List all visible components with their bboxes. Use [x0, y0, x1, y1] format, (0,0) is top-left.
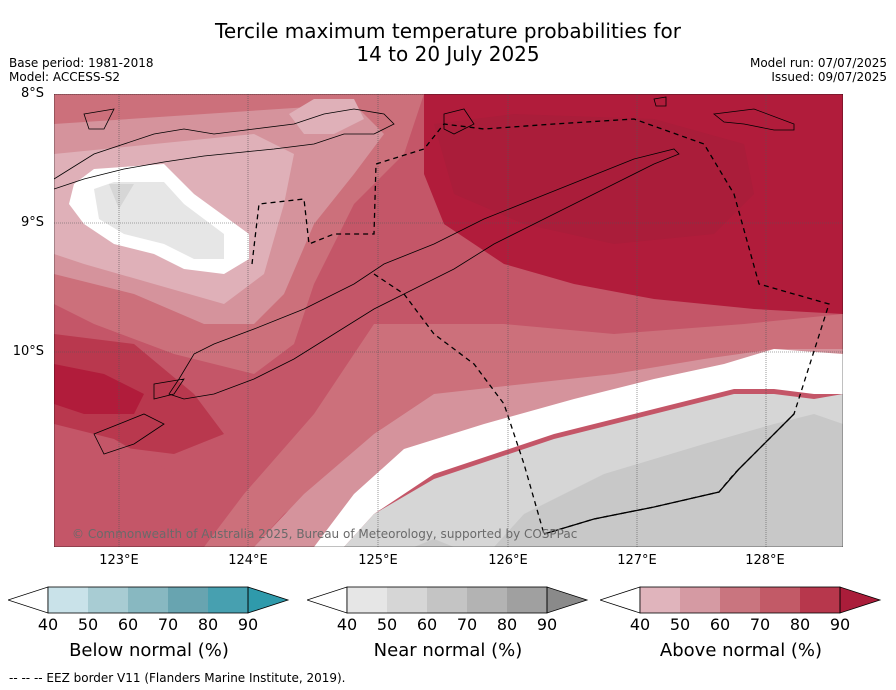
- copyright-notice: © Commonwealth of Australia 2025, Bureau…: [72, 527, 578, 541]
- near-tick: 70: [456, 615, 478, 634]
- near-tick: 40: [336, 615, 358, 634]
- issued-date: Issued: 09/07/2025: [771, 70, 887, 84]
- below-tick: 90: [237, 615, 259, 634]
- model-name: Model: ACCESS-S2: [9, 70, 121, 84]
- colorbar-above-normal: [600, 586, 882, 614]
- above-swatch-80-90: [800, 587, 840, 613]
- meta-left: Base period: 1981-2018 Model: ACCESS-S2: [9, 56, 154, 84]
- below-swatch-80-90: [208, 587, 248, 613]
- below-tick: 80: [197, 615, 219, 634]
- near-swatch-60-70: [427, 587, 467, 613]
- lat-label-8s: 8°S: [20, 86, 44, 101]
- below-tick: 50: [77, 615, 99, 634]
- below-swatch-50-60: [88, 587, 128, 613]
- lon-label-124e: 124°E: [228, 553, 268, 568]
- lat-label-9s: 9°S: [20, 215, 44, 230]
- below-tick: 70: [157, 615, 179, 634]
- lon-label-125e: 125°E: [358, 553, 398, 568]
- meta-right: Model run: 07/07/2025 Issued: 09/07/2025: [750, 56, 887, 84]
- probability-map: [54, 94, 843, 547]
- above-tick: 50: [669, 615, 691, 634]
- near-tick: 60: [416, 615, 438, 634]
- near-swatch-70-80: [467, 587, 507, 613]
- above-swatch-40-50: [640, 587, 680, 613]
- below-tick: 60: [117, 615, 139, 634]
- above-swatch-50-60: [680, 587, 720, 613]
- map-title: Tercile maximum temperature probabilitie…: [0, 20, 896, 66]
- model-run: Model run: 07/07/2025: [749, 56, 887, 70]
- above-swatch-60-70: [720, 587, 760, 613]
- above-tick: 90: [829, 615, 851, 634]
- above-swatch-70-80: [760, 587, 800, 613]
- lon-label-127e: 127°E: [617, 553, 657, 568]
- title-line1: Tercile maximum temperature probabilitie…: [215, 19, 681, 43]
- near-swatch-50-60: [387, 587, 427, 613]
- lat-label-10s: 10°S: [12, 344, 44, 359]
- lon-label-123e: 123°E: [99, 553, 139, 568]
- eez-border: [251, 118, 830, 535]
- coastline: [54, 96, 795, 455]
- eez-footnote: -- -- -- EEZ border V11 (Flanders Marine…: [9, 671, 346, 685]
- colorbar-title-near: Near normal (%): [373, 640, 523, 661]
- above-tick: 80: [789, 615, 811, 634]
- base-period: Base period: 1981-2018: [9, 56, 154, 70]
- colorbar-below-normal: [8, 586, 290, 614]
- above-tick: 60: [709, 615, 731, 634]
- above-swatch-90: [839, 586, 882, 614]
- above-tick: 70: [749, 615, 771, 634]
- below-swatch-40-50: [48, 587, 88, 613]
- colorbar-near-normal: [307, 586, 589, 614]
- lon-label-126e: 126°E: [488, 553, 528, 568]
- below-swatch-90: [247, 586, 290, 614]
- colorbar-title-above: Above normal (%): [659, 640, 823, 661]
- lon-label-128e: 128°E: [745, 553, 785, 568]
- land-border: [543, 413, 795, 535]
- below-tick: 40: [37, 615, 59, 634]
- near-tick: 80: [496, 615, 518, 634]
- colorbar-title-below: Below normal (%): [69, 640, 229, 661]
- above-tick: 40: [629, 615, 651, 634]
- title-line2: 14 to 20 July 2025: [356, 42, 540, 66]
- below-swatch-60-70: [128, 587, 168, 613]
- graticule: [54, 94, 843, 547]
- near-swatch-90: [546, 586, 589, 614]
- near-swatch-80-90: [507, 587, 547, 613]
- below-swatch-70-80: [168, 587, 208, 613]
- near-swatch-40-50: [347, 587, 387, 613]
- near-tick: 90: [536, 615, 558, 634]
- near-tick: 50: [376, 615, 398, 634]
